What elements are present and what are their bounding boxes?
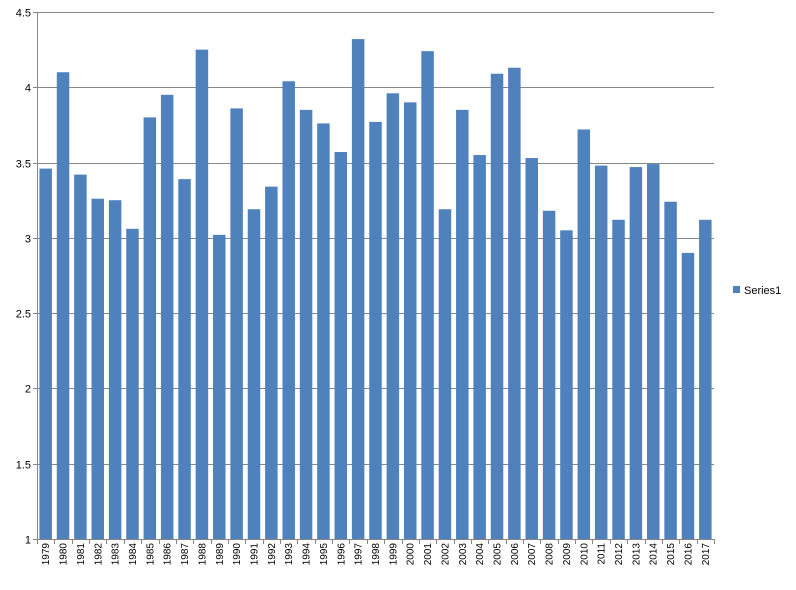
x-tick-label: 1982 xyxy=(93,543,104,566)
x-tick-label: 1986 xyxy=(163,543,174,566)
bar-2007 xyxy=(525,158,538,540)
x-tick-label: 2011 xyxy=(597,543,608,565)
x-tick-label: 1992 xyxy=(267,543,278,566)
axes xyxy=(37,12,715,544)
x-tick-label: 1979 xyxy=(41,543,52,566)
bar-1994 xyxy=(299,109,313,540)
x-tick-label: 2016 xyxy=(683,543,694,566)
x-tick-label: 1996 xyxy=(336,543,347,566)
bar-1988 xyxy=(195,49,209,539)
bar-2016 xyxy=(681,252,695,539)
bar-2009 xyxy=(560,230,573,539)
x-tick-label: 1983 xyxy=(111,543,122,566)
x-tick-label: 2000 xyxy=(406,543,417,566)
bar-2014 xyxy=(646,164,660,539)
bar-2012 xyxy=(612,219,625,540)
x-tick-label: 1981 xyxy=(76,543,87,566)
x-axis-tick-labels: 1979 1980 1981 1982 1983 1984 1985 1986 1987 1988… xyxy=(41,543,712,566)
legend-swatch-series1 xyxy=(733,286,740,293)
x-tick-label: 2010 xyxy=(579,543,590,566)
x-tick-label: 2007 xyxy=(527,543,538,566)
bar-1992 xyxy=(265,186,278,539)
bar-2005 xyxy=(490,73,504,539)
bar-2000 xyxy=(403,102,417,539)
x-tick-label: 2004 xyxy=(475,543,486,566)
x-tick-label: 1995 xyxy=(319,543,330,566)
bar-1980 xyxy=(56,72,70,539)
bar-1989 xyxy=(213,234,226,539)
x-tick-label: 1988 xyxy=(197,543,208,566)
x-tick-label: 1980 xyxy=(59,543,70,566)
bar-1990 xyxy=(230,108,243,540)
bar-1982 xyxy=(91,198,105,539)
y-tick-label: 4 xyxy=(25,83,31,95)
bar-1979 xyxy=(39,168,52,539)
y-tick-label: 4.5 xyxy=(16,8,31,20)
bar-1987 xyxy=(178,179,191,539)
x-tick-label: 2015 xyxy=(666,543,677,566)
y-tick-label: 1.5 xyxy=(16,460,31,472)
x-tick-label: 1997 xyxy=(354,543,365,566)
x-tick-label: 1991 xyxy=(249,543,260,566)
bar-1998 xyxy=(369,121,382,540)
y-tick-label: 3 xyxy=(25,234,31,246)
y-axis-tick-labels: 1 1.5 2 2.5 3 3.5 4 4.5 xyxy=(16,8,31,547)
x-tick-label: 1999 xyxy=(388,543,399,566)
x-tick-label: 1998 xyxy=(371,543,382,566)
x-tick-label: 1984 xyxy=(128,543,139,566)
x-tick-label: 2001 xyxy=(423,543,434,566)
x-tick-label: 2002 xyxy=(440,543,451,566)
y-tick-label: 1 xyxy=(25,535,31,547)
y-tick-label: 2.5 xyxy=(16,309,31,321)
x-tick-label: 2014 xyxy=(649,543,660,566)
bars xyxy=(39,39,712,540)
bar-1983 xyxy=(108,200,122,539)
x-tick-label: 2009 xyxy=(562,543,573,566)
bar-2010 xyxy=(577,129,591,539)
bar-2006 xyxy=(508,67,521,540)
y-tick-label: 2 xyxy=(25,384,31,396)
bar-1993 xyxy=(282,81,295,539)
bar-2008 xyxy=(542,210,556,539)
x-tick-label: 1993 xyxy=(284,543,295,566)
bar-1995 xyxy=(317,123,330,540)
bar-1991 xyxy=(247,209,261,539)
bar-2017 xyxy=(699,219,712,540)
bar-2011 xyxy=(594,165,608,539)
bar-1997 xyxy=(351,39,365,539)
bar-2004 xyxy=(473,155,486,540)
x-tick-label: 2003 xyxy=(458,543,469,566)
bar-1984 xyxy=(126,228,139,539)
bar-2013 xyxy=(629,167,643,539)
bar-2001 xyxy=(421,51,434,540)
x-tick-label: 1994 xyxy=(302,543,313,566)
bar-1999 xyxy=(386,93,400,539)
x-tick-label: 2005 xyxy=(493,543,504,566)
bar-1996 xyxy=(334,152,348,539)
x-tick-label: 2012 xyxy=(614,543,625,566)
bar-2003 xyxy=(456,109,469,540)
x-tick-label: 1989 xyxy=(215,543,226,566)
legend-label-series1: Series1 xyxy=(744,285,781,297)
x-tick-label: 2017 xyxy=(701,543,712,566)
bar-1985 xyxy=(143,117,157,540)
bar-1981 xyxy=(74,174,87,539)
legend: Series1 xyxy=(733,285,781,297)
bar-2015 xyxy=(664,201,677,539)
x-tick-label: 2008 xyxy=(545,543,556,566)
x-tick-label: 1987 xyxy=(180,543,191,566)
y-tick-label: 3.5 xyxy=(16,159,31,171)
bar-2002 xyxy=(438,209,452,539)
x-tick-label: 1985 xyxy=(145,543,156,566)
x-tick-label: 2013 xyxy=(631,543,642,566)
x-tick-label: 2006 xyxy=(510,543,521,566)
x-tick-label: 1990 xyxy=(232,543,243,566)
bar-1986 xyxy=(160,94,174,539)
